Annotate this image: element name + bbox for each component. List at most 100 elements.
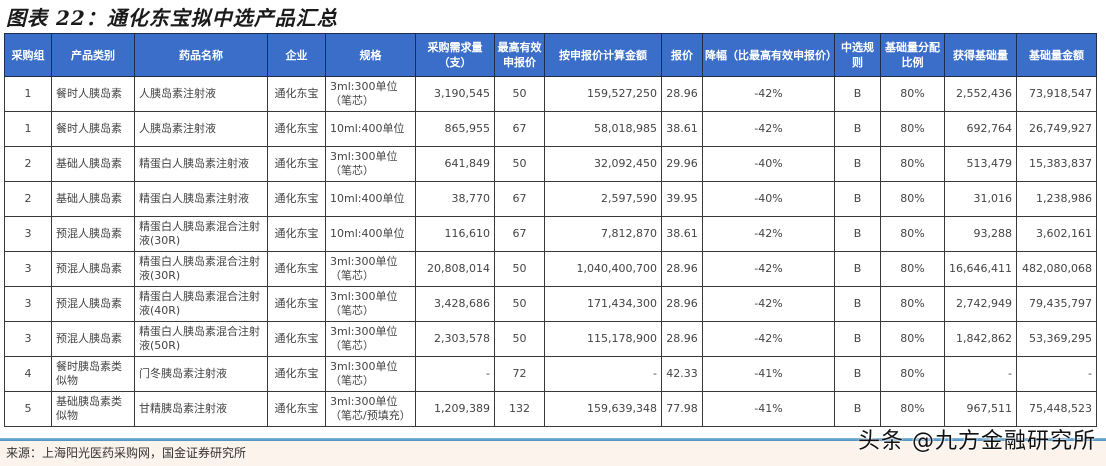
table-row: 2 基础人胰岛素 精蛋白人胰岛素注射液 通化东宝 3ml:300单位（笔芯） 641,84…: [4, 146, 1097, 182]
cell-base-volume: 513,479: [944, 146, 1017, 182]
cell-base-amount: -: [1016, 356, 1097, 392]
cell-base-amount: 482,080,068: [1016, 251, 1097, 287]
cell-max-price: 50: [494, 321, 545, 357]
cell-company: 通化东宝: [267, 181, 326, 217]
watermark: 头条 @九方金融研究所: [858, 429, 1096, 454]
cell-base-amount: 1,238,986: [1016, 181, 1097, 217]
cell-spec: 3ml:300单位（笔芯）: [325, 356, 416, 392]
cell-demand: 641,849: [415, 146, 495, 182]
cell-spec: 3ml:300单位（笔芯）: [325, 286, 416, 322]
cell-category: 餐时人胰岛素: [51, 111, 135, 147]
cell-max-price: 72: [494, 356, 545, 392]
cell-max-price: 50: [494, 76, 545, 112]
cell-drug-name: 门冬胰岛素注射液: [134, 356, 268, 392]
cell-bid-price: 42.33: [661, 356, 703, 392]
col-header-category: 产品类别: [51, 33, 135, 77]
cell-spec: 3ml:300单位（笔芯/预填充）: [325, 391, 416, 427]
cell-bid-price: 39.95: [661, 181, 703, 217]
cell-bid-price: 28.96: [661, 321, 703, 357]
cell-group: 3: [4, 286, 52, 322]
header-row: 采购组 产品类别 药品名称 企业 规格 采购需求量（支） 最高有效申报价 按申报…: [4, 33, 1097, 77]
cell-ratio: 80%: [880, 111, 945, 147]
cell-max-price: 67: [494, 216, 545, 252]
cell-discount: -42%: [702, 76, 835, 112]
cell-category: 基础人胰岛素: [51, 181, 135, 217]
cell-discount: -41%: [702, 391, 835, 427]
cell-rule: B: [834, 216, 881, 252]
cell-drug-name: 精蛋白人胰岛素混合注射液(50R): [134, 321, 268, 357]
cell-spec: 3ml:300单位（笔芯）: [325, 76, 416, 112]
cell-base-amount: 3,602,161: [1016, 216, 1097, 252]
cell-discount: -42%: [702, 216, 835, 252]
cell-company: 通化东宝: [267, 286, 326, 322]
cell-amount: 159,639,348: [544, 391, 662, 427]
cell-company: 通化东宝: [267, 111, 326, 147]
cell-base-amount: 15,383,837: [1016, 146, 1097, 182]
col-header-group: 采购组: [4, 33, 52, 77]
product-summary-table: 采购组 产品类别 药品名称 企业 规格 采购需求量（支） 最高有效申报价 按申报…: [4, 33, 1097, 427]
cell-base-amount: 75,448,523: [1016, 391, 1097, 427]
cell-demand: 2,303,578: [415, 321, 495, 357]
cell-discount: -42%: [702, 111, 835, 147]
cell-drug-name: 甘精胰岛素注射液: [134, 391, 268, 427]
col-header-discount: 降幅（比最高有效申报价）: [702, 33, 837, 77]
cell-rule: B: [834, 76, 881, 112]
cell-company: 通化东宝: [267, 216, 326, 252]
cell-amount: 159,527,250: [544, 76, 662, 112]
cell-spec: 10ml:400单位: [325, 216, 416, 252]
table-row: 1 餐时人胰岛素 人胰岛素注射液 通化东宝 10ml:400单位 865,955 67 58,…: [4, 111, 1097, 147]
cell-max-price: 50: [494, 251, 545, 287]
cell-amount: -: [544, 356, 662, 392]
cell-rule: B: [834, 356, 881, 392]
cell-max-price: 67: [494, 111, 545, 147]
cell-ratio: 80%: [880, 391, 945, 427]
cell-company: 通化东宝: [267, 76, 326, 112]
cell-bid-price: 28.96: [661, 251, 703, 287]
cell-spec: 10ml:400单位: [325, 111, 416, 147]
cell-ratio: 80%: [880, 251, 945, 287]
cell-ratio: 80%: [880, 356, 945, 392]
cell-base-volume: 2,742,949: [944, 286, 1017, 322]
cell-base-volume: 967,511: [944, 391, 1017, 427]
cell-max-price: 50: [494, 146, 545, 182]
cell-group: 2: [4, 146, 52, 182]
cell-group: 3: [4, 216, 52, 252]
cell-discount: -42%: [702, 321, 835, 357]
cell-base-volume: 692,764: [944, 111, 1017, 147]
col-header-bid-price: 报价: [661, 33, 703, 77]
cell-rule: B: [834, 111, 881, 147]
cell-category: 预混人胰岛素: [51, 251, 135, 287]
cell-amount: 32,092,450: [544, 146, 662, 182]
table-row: 3 预混人胰岛素 精蛋白人胰岛素混合注射液(30R) 通化东宝 3ml:300单位（笔芯…: [4, 251, 1097, 287]
cell-spec: 3ml:300单位（笔芯）: [325, 251, 416, 287]
cell-amount: 58,018,985: [544, 111, 662, 147]
cell-base-volume: 1,842,862: [944, 321, 1017, 357]
cell-category: 基础人胰岛素: [51, 146, 135, 182]
cell-spec: 3ml:300单位（笔芯）: [325, 321, 416, 357]
cell-category: 预混人胰岛素: [51, 216, 135, 252]
cell-spec: 10ml:400单位: [325, 181, 416, 217]
cell-ratio: 80%: [880, 76, 945, 112]
source-note: 来源：上海阳光医药采购网，国金证券研究所: [6, 446, 247, 460]
col-header-drug-name: 药品名称: [134, 33, 268, 77]
cell-company: 通化东宝: [267, 146, 326, 182]
cell-category: 预混人胰岛素: [51, 286, 135, 322]
cell-drug-name: 精蛋白人胰岛素混合注射液(40R): [134, 286, 268, 322]
cell-bid-price: 77.98: [661, 391, 703, 427]
cell-max-price: 67: [494, 181, 545, 217]
table-row: 3 预混人胰岛素 精蛋白人胰岛素混合注射液(50R) 通化东宝 3ml:300单位（笔芯…: [4, 321, 1097, 357]
col-header-ratio: 基础量分配比例: [880, 33, 945, 77]
footer-divider: [0, 438, 1106, 441]
cell-discount: -40%: [702, 181, 835, 217]
cell-category: 餐时胰岛素类似物: [51, 356, 135, 392]
cell-discount: -40%: [702, 146, 835, 182]
cell-base-volume: -: [944, 356, 1017, 392]
cell-category: 预混人胰岛素: [51, 321, 135, 357]
table-row: 3 预混人胰岛素 精蛋白人胰岛素混合注射液(40R) 通化东宝 3ml:300单位（笔芯…: [4, 286, 1097, 322]
cell-drug-name: 精蛋白人胰岛素混合注射液(30R): [134, 216, 268, 252]
cell-amount: 171,434,300: [544, 286, 662, 322]
cell-drug-name: 人胰岛素注射液: [134, 76, 268, 112]
col-header-company: 企业: [267, 33, 326, 77]
cell-group: 5: [4, 391, 52, 427]
cell-base-volume: 31,016: [944, 181, 1017, 217]
